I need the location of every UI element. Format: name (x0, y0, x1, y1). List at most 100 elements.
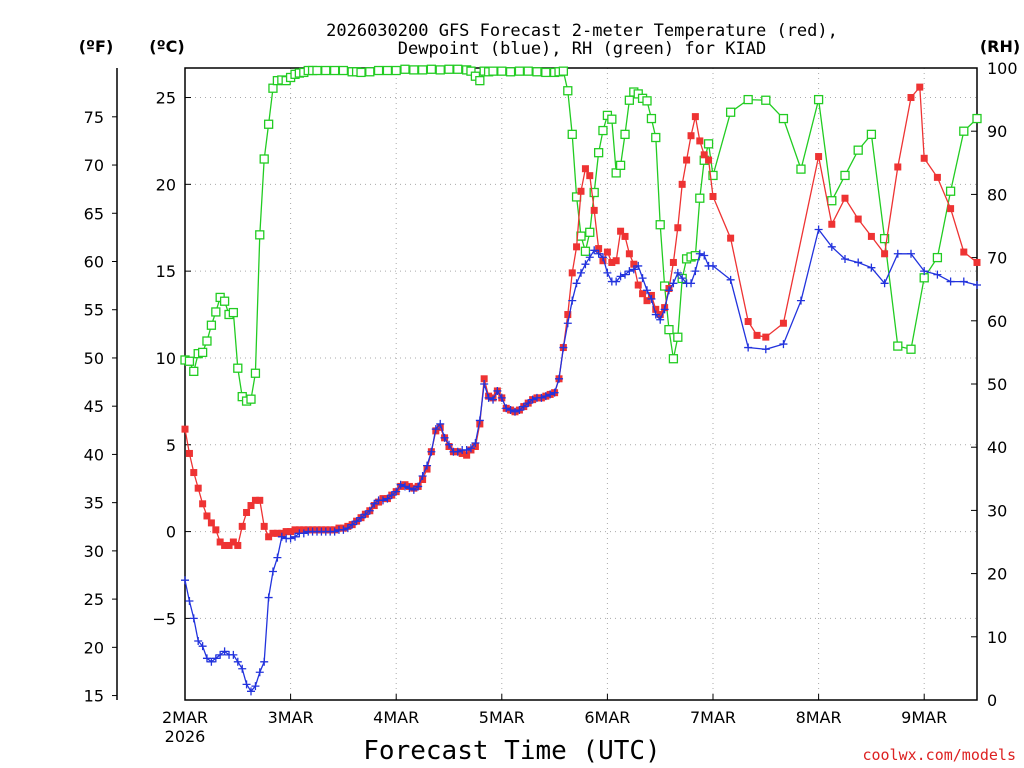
dewpoint-point (744, 343, 753, 352)
dewpoint-point (233, 657, 242, 666)
rh-point (189, 366, 199, 377)
dewpoint-point (352, 517, 361, 526)
rh-point (435, 65, 445, 75)
temperature-point (669, 258, 677, 266)
dewpoint-point (524, 399, 533, 408)
chart-title-line1: 2026030200 GFS Forecast 2-meter Temperat… (326, 21, 838, 41)
rh-point (725, 107, 736, 117)
dewpoint-point (761, 345, 770, 354)
temperature-point (696, 137, 704, 145)
temperature-point (273, 529, 281, 537)
dewpoint-point (361, 510, 370, 519)
temperature-point (639, 290, 647, 298)
dewpoint-point (506, 406, 515, 415)
temperature-point (634, 281, 642, 289)
dewpoint-point (427, 447, 436, 456)
temperature-point (265, 533, 273, 541)
dewpoint-point (779, 340, 788, 349)
dewpoint-point (277, 532, 286, 541)
plot-frame (184, 67, 978, 701)
rh-point (563, 86, 573, 96)
dewpoint-point (841, 254, 849, 263)
rh-point (338, 65, 349, 76)
rh-point (329, 65, 340, 76)
rh-point (611, 168, 621, 178)
dewpoint-line (184, 228, 978, 693)
rh-point (211, 307, 221, 317)
rh-point (400, 64, 410, 74)
rh-tick-label: 90 (987, 122, 1007, 141)
temperature-point (916, 83, 924, 91)
rh-point (514, 66, 525, 76)
temperature-point (907, 94, 915, 102)
dewpoint-point (198, 642, 207, 651)
dewpoint-point (541, 392, 550, 401)
temperature-point (586, 172, 594, 180)
celsius-tick-label: 15 (156, 262, 176, 281)
temperature-point (282, 528, 290, 536)
dewpoint-point (555, 374, 564, 383)
temperature-point (564, 311, 572, 319)
rh-point (879, 233, 890, 244)
rh-point (373, 65, 384, 76)
dewpoint-point (907, 249, 915, 258)
temperature-point (612, 257, 620, 265)
dewpoint-point (489, 395, 498, 404)
temperature-point (573, 243, 581, 251)
temperature-point (841, 194, 849, 202)
dewpoint-point (453, 447, 462, 456)
dewpoint-point (590, 246, 599, 255)
dewpoint-point (202, 654, 211, 663)
temperature-point (229, 538, 237, 546)
temperature-point (590, 206, 598, 214)
dewpoint-point (519, 402, 528, 411)
fahrenheit-tick-label: 15 (84, 687, 104, 706)
rh-point (202, 336, 212, 346)
dewpoint-point (691, 267, 700, 276)
x-tick-label: 5MAR (479, 708, 525, 727)
dewpoint-point (260, 657, 269, 666)
rh-point (642, 96, 652, 106)
temperature-point (700, 151, 708, 159)
dewpoint-point (405, 484, 414, 493)
rh-point (585, 227, 595, 237)
rh-tick-label: 60 (987, 312, 1007, 331)
rh-point (250, 368, 261, 378)
dewpoint-point (673, 268, 682, 277)
rh-point (321, 65, 331, 76)
dewpoint-point (431, 425, 440, 434)
temperature-point (656, 311, 664, 319)
dewpoint-point (480, 380, 489, 388)
temperature-point (652, 305, 660, 313)
dewpoint-point (854, 258, 863, 267)
dewpoint-point (893, 249, 902, 258)
dewpoint-point (220, 647, 229, 656)
dewpoint-point (598, 253, 607, 262)
dewpoint-point (647, 294, 656, 303)
rh-point (409, 65, 419, 75)
temperature-point (643, 297, 651, 305)
temperature-point (225, 541, 233, 549)
rh-unit-label: (RH) (980, 37, 1020, 56)
rh-point (866, 129, 877, 140)
dewpoint-point (563, 319, 572, 328)
dewpoint-point (568, 296, 577, 305)
temperature-point (828, 220, 836, 228)
rh-point (184, 356, 195, 366)
rh-tick-label: 10 (987, 628, 1007, 647)
fahrenheit-unit-label: (ºF) (79, 37, 114, 56)
rh-point (664, 324, 674, 335)
celsius-tick-label: 25 (156, 89, 176, 108)
rh-tick-label: 0 (987, 691, 997, 710)
temperature-point (709, 192, 717, 200)
rh-point (259, 154, 269, 164)
rh-point (598, 125, 608, 136)
dewpoint-point (664, 286, 673, 295)
dewpoint-series (181, 225, 981, 696)
fahrenheit-tick-label: 30 (84, 542, 104, 561)
x-tick-label: 7MAR (690, 708, 736, 727)
dewpoint-point (207, 657, 216, 666)
dewpoint-point (414, 482, 423, 491)
temperature-point (181, 425, 189, 433)
dewpoint-point (286, 534, 295, 543)
